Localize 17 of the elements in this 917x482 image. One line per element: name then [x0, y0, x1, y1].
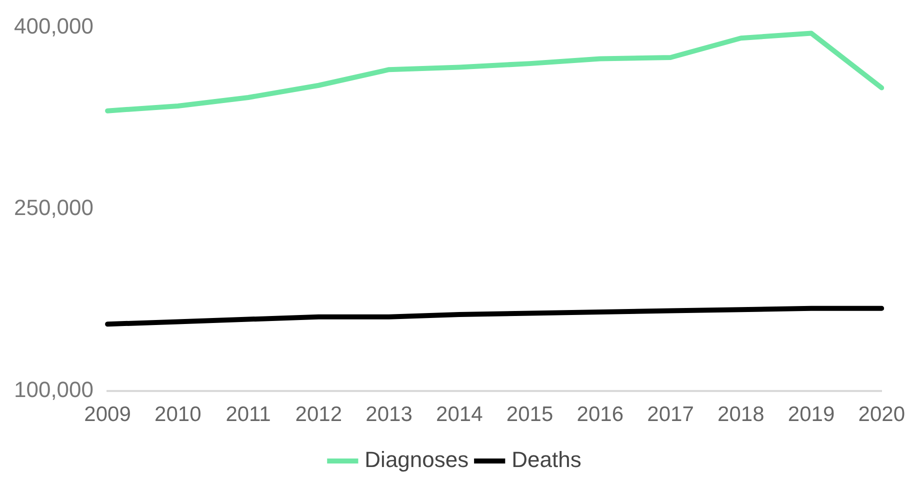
- x-tick-label: 2015: [506, 403, 554, 426]
- x-tick-label: 2013: [366, 403, 412, 426]
- legend-label: Diagnoses: [364, 447, 469, 472]
- y-tick-label: 400,000: [14, 13, 94, 38]
- y-tick-label: 250,000: [14, 195, 94, 220]
- x-tick-label: 2011: [226, 403, 271, 426]
- x-tick-label: 2010: [154, 403, 202, 426]
- x-tick-label: 2014: [436, 403, 484, 426]
- x-tick-label: 2018: [718, 403, 764, 426]
- x-tick-label: 2020: [858, 403, 905, 426]
- x-tick-label: 2017: [647, 403, 694, 426]
- legend-label: Deaths: [512, 447, 582, 472]
- x-tick-label: 2009: [84, 403, 131, 426]
- y-tick-label: 100,000: [14, 376, 94, 402]
- x-tick-label: 2019: [788, 403, 835, 426]
- x-tick-label: 2012: [295, 403, 342, 426]
- x-tick-label: 2016: [576, 403, 624, 426]
